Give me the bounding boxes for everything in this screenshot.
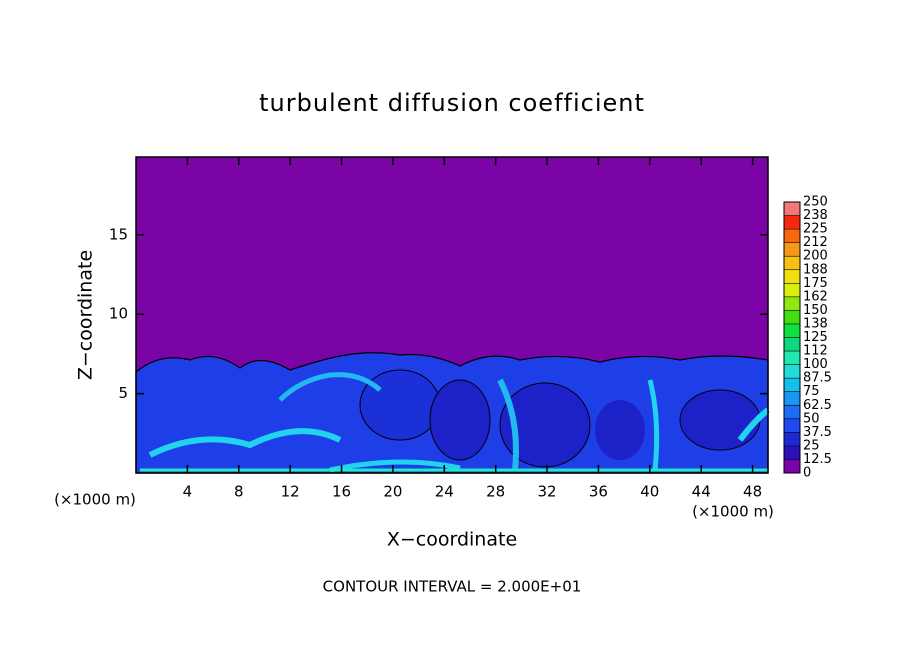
y-tick-label: 5 xyxy=(118,384,128,402)
x-axis-label: X−coordinate xyxy=(387,529,517,551)
colorbar-bin xyxy=(784,296,800,311)
colorbar-bin xyxy=(784,242,800,257)
plot-frame xyxy=(135,156,769,474)
colorbar-bin xyxy=(784,445,800,460)
colorbar-bin xyxy=(784,351,800,365)
x-unit-right: (×1000 m) xyxy=(692,503,774,521)
colorbar-label: 238 xyxy=(803,208,828,223)
x-tick-label: 12 xyxy=(281,483,300,501)
colorbar-bin xyxy=(784,310,800,324)
field-streak xyxy=(497,378,519,471)
chart-title: turbulent diffusion coefficient xyxy=(259,89,645,117)
contour-note: CONTOUR INTERVAL = 2.000E+01 xyxy=(323,578,582,596)
colorbar-label: 62.5 xyxy=(803,398,832,413)
colorbar-label: 87.5 xyxy=(803,371,832,386)
colorbar-label: 150 xyxy=(803,303,828,318)
colorbar-label: 175 xyxy=(803,276,828,291)
colorbar-label: 188 xyxy=(803,262,828,277)
x-tick-label: 24 xyxy=(435,483,454,501)
colorbar-label: 25 xyxy=(803,438,820,453)
y-tick-label: 15 xyxy=(109,225,128,243)
colorbar-label: 125 xyxy=(803,330,828,345)
field-blob xyxy=(429,379,491,461)
colorbar-bin xyxy=(784,229,800,243)
field-streak xyxy=(647,379,660,471)
field-blob xyxy=(679,389,761,451)
colorbar-bin xyxy=(784,202,800,216)
colorbar-label: 75 xyxy=(803,384,820,399)
colorbar-label: 0 xyxy=(803,466,811,481)
colorbar-bin xyxy=(784,459,800,473)
colorbar-label: 225 xyxy=(803,222,828,237)
colorbar-bin xyxy=(784,405,800,419)
colorbar-bin xyxy=(784,391,800,406)
colorbar-bin xyxy=(784,378,800,392)
y-tick-label: 10 xyxy=(109,305,128,323)
colorbar-bin xyxy=(784,256,800,270)
x-tick-label: 20 xyxy=(383,483,402,501)
field-blob xyxy=(595,400,645,460)
colorbar-label: 138 xyxy=(803,316,828,331)
colorbar-label: 37.5 xyxy=(803,425,832,440)
colorbar-label: 162 xyxy=(803,289,828,304)
x-tick-label: 40 xyxy=(640,483,659,501)
colorbar-bin xyxy=(784,337,800,352)
contour-field xyxy=(135,157,770,474)
x-unit-left: (×1000 m) xyxy=(54,491,136,509)
colorbar-bin xyxy=(784,418,800,433)
x-tick-label: 48 xyxy=(743,483,762,501)
colorbar-bin xyxy=(784,323,800,338)
colorbar-label: 200 xyxy=(803,249,828,264)
colorbar-label: 250 xyxy=(803,195,828,210)
x-tick-label: 16 xyxy=(332,483,351,501)
field-streak xyxy=(148,428,342,458)
colorbar-label: 100 xyxy=(803,357,828,372)
colorbar-bin xyxy=(784,269,800,284)
field-streak xyxy=(278,372,382,402)
colorbar-bin xyxy=(784,432,800,446)
colorbar-label: 12.5 xyxy=(803,452,832,467)
colorbar-bin xyxy=(784,364,800,379)
field-blob xyxy=(359,369,441,441)
x-tick-label: 4 xyxy=(183,483,193,501)
field-streak xyxy=(737,407,770,442)
colorbar-bin xyxy=(784,283,800,297)
x-tick-label: 28 xyxy=(486,483,505,501)
x-tick-label: 44 xyxy=(692,483,711,501)
x-tick-label: 36 xyxy=(589,483,608,501)
field-blob xyxy=(499,382,591,468)
colorbar-bin xyxy=(784,215,800,230)
x-tick-label: 8 xyxy=(234,483,244,501)
colorbar-label: 50 xyxy=(803,411,820,426)
x-tick-label: 32 xyxy=(538,483,557,501)
colorbar-label: 212 xyxy=(803,235,828,250)
y-axis-label: Z−coordinate xyxy=(75,250,97,380)
colorbar-label: 112 xyxy=(803,344,828,359)
field-streak xyxy=(329,459,461,473)
